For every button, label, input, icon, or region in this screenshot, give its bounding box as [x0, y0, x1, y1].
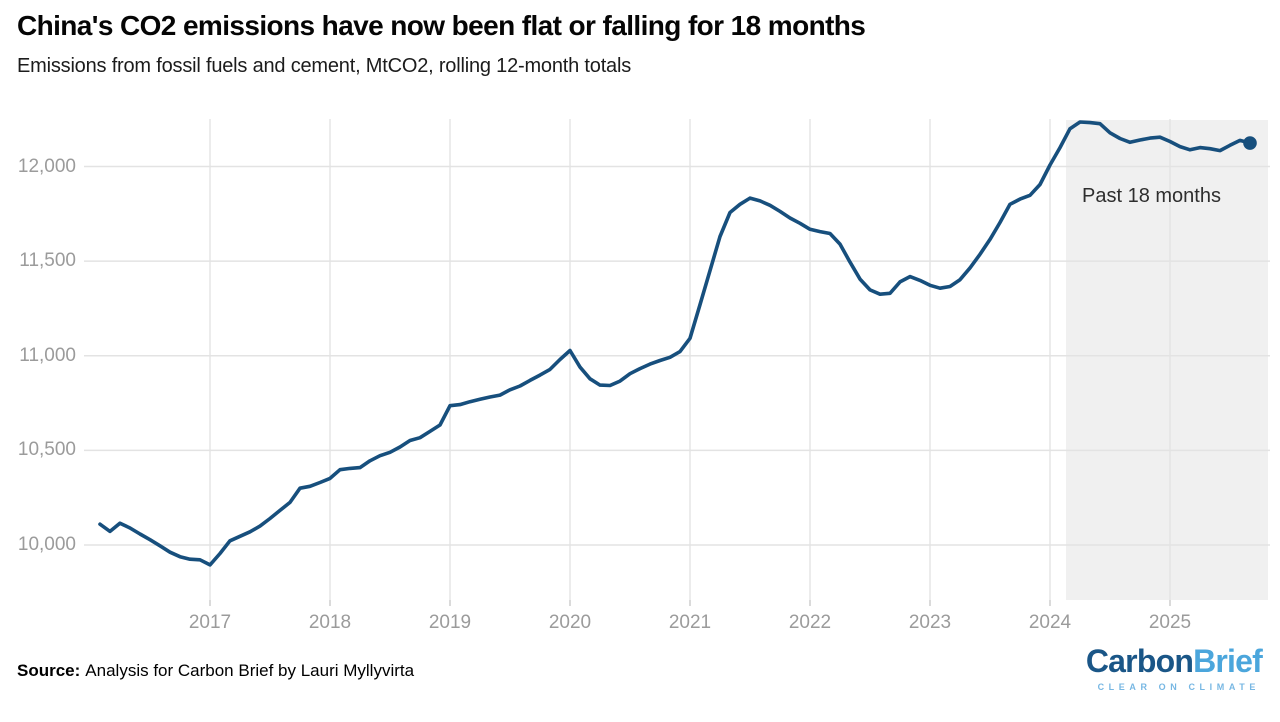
- x-axis-tick-label: 2019: [428, 612, 472, 633]
- past-18-months-shaded-region: [1066, 120, 1268, 600]
- y-axis-tick-label: 10,000: [17, 534, 76, 555]
- source-line: Source: Analysis for Carbon Brief by Laur…: [17, 661, 414, 681]
- x-axis-tick-label: 2017: [188, 612, 232, 633]
- x-axis-tick-label: 2022: [788, 612, 832, 633]
- x-axis-tick-label: 2018: [308, 612, 352, 633]
- carbonbrief-wordmark: CarbonBrief: [1085, 643, 1263, 679]
- source-text: Analysis for Carbon Brief by Lauri Mylly…: [85, 661, 415, 680]
- x-axis-tick-label: 2024: [1028, 612, 1072, 633]
- logo-word-brief: Brief: [1193, 643, 1263, 679]
- page-title: China's CO2 emissions have now been flat…: [17, 10, 866, 41]
- x-axis-tick-label: 2025: [1148, 612, 1192, 633]
- logo-word-carbon: Carbon: [1085, 643, 1194, 679]
- x-axis-tick-label: 2021: [668, 612, 712, 633]
- shaded-region-annotation: Past 18 months: [1082, 185, 1221, 207]
- y-axis-tick-label: 11,500: [19, 250, 76, 272]
- latest-value-dot: [1243, 136, 1257, 150]
- page-subtitle: Emissions from fossil fuels and cement, …: [17, 55, 632, 77]
- y-axis-tick-label: 11,000: [19, 344, 76, 366]
- y-axis-tick-label: 12,000: [17, 155, 76, 177]
- source-label: Source:: [17, 661, 81, 680]
- x-axis-tick-label: 2020: [548, 612, 592, 633]
- y-axis-tick-label: 10,500: [17, 439, 76, 461]
- emissions-line: [98, 120, 1252, 567]
- carbonbrief-logo: CarbonBrief CLEAR ON CLIMATE: [1085, 643, 1263, 692]
- x-axis-tick-label: 2023: [908, 612, 952, 633]
- logo-tagline: CLEAR ON CLIMATE: [1097, 681, 1260, 692]
